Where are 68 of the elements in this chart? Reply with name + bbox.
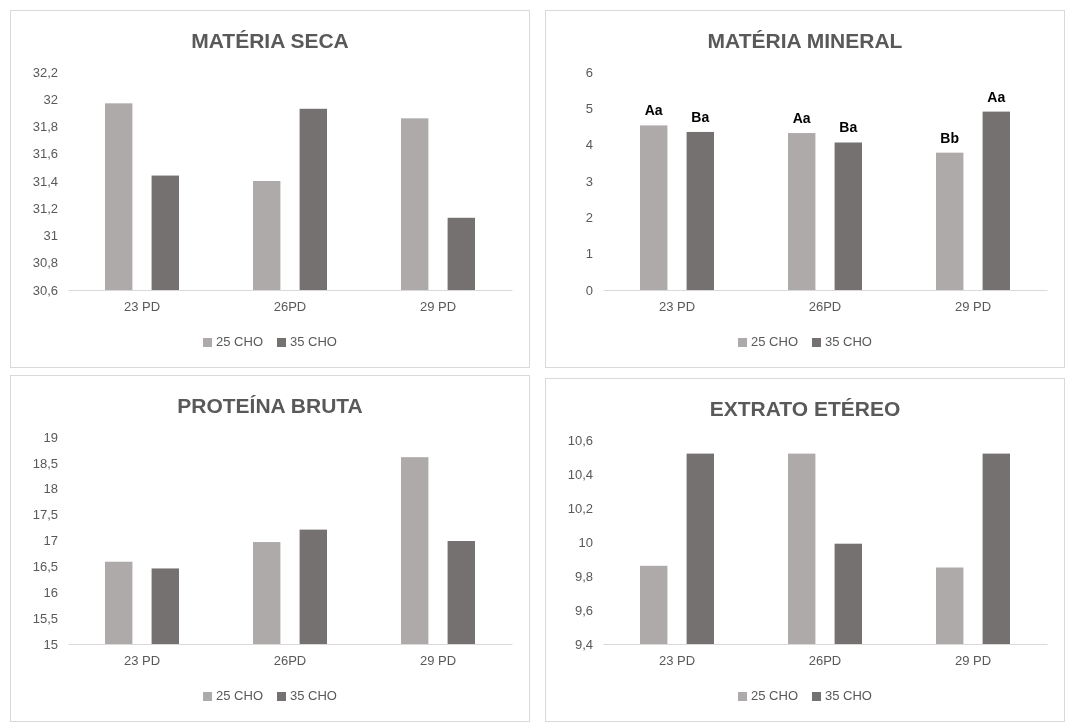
- legend-label: 35 CHO: [290, 688, 337, 703]
- data-label: Aa: [792, 110, 811, 127]
- data-label: Bb: [940, 129, 960, 146]
- y-tick-label: 6: [585, 64, 593, 80]
- y-tick-label: 31: [43, 228, 58, 244]
- y-tick-label: 30,8: [32, 255, 58, 271]
- chart-title: EXTRATO ETÉREO: [709, 397, 901, 420]
- x-tick-label: 26PD: [273, 299, 307, 315]
- y-tick-label: 9,4: [574, 636, 593, 652]
- y-tick-label: 18: [43, 481, 58, 497]
- chart-title: MATÉRIA SECA: [191, 29, 349, 52]
- y-tick-label: 32: [43, 91, 58, 107]
- data-label: Ba: [839, 119, 858, 136]
- y-tick-label: 9,6: [574, 602, 593, 618]
- y-tick-label: 10,2: [567, 500, 593, 516]
- y-tick-label: 1: [585, 246, 593, 262]
- y-tick-label: 10,6: [567, 432, 593, 448]
- x-tick-label: 29 PD: [954, 299, 992, 315]
- legend-label: 35 CHO: [290, 334, 337, 349]
- y-tick-label: 10,4: [567, 466, 593, 482]
- y-tick-label: 17,5: [32, 507, 58, 523]
- y-tick-label: 2: [585, 209, 593, 225]
- x-tick-label: 26PD: [808, 653, 842, 669]
- data-label: Aa: [987, 88, 1006, 105]
- y-tick-label: 16,5: [32, 559, 58, 575]
- y-tick-label: 18,5: [32, 455, 58, 471]
- y-tick-label: 31,4: [32, 173, 58, 189]
- y-tick-label: 31,6: [32, 146, 58, 162]
- y-tick-label: 5: [585, 100, 593, 116]
- bar: [834, 142, 862, 290]
- y-tick-label: 15: [43, 636, 58, 652]
- y-tick-label: 30,6: [32, 282, 58, 298]
- y-tick-label: 17: [43, 533, 58, 549]
- legend-label: 25 CHO: [216, 688, 263, 703]
- x-tick-label: 23 PD: [658, 653, 696, 669]
- bar: [640, 125, 668, 290]
- y-tick-label: 15,5: [32, 610, 58, 626]
- x-tick-label: 26PD: [273, 653, 307, 669]
- bar: [936, 152, 964, 290]
- y-tick-label: 31,2: [32, 200, 58, 216]
- data-label: Ba: [691, 108, 710, 125]
- y-tick-label: 19: [43, 429, 58, 445]
- x-tick-label: 23 PD: [658, 299, 696, 315]
- y-tick-label: 10: [578, 534, 593, 550]
- y-tick-label: 9,8: [574, 568, 593, 584]
- bar: [686, 131, 714, 290]
- legend-label: 25 CHO: [751, 334, 798, 349]
- x-tick-label: 26PD: [808, 299, 842, 315]
- legend-label: 25 CHO: [216, 334, 263, 349]
- x-tick-label: 23 PD: [123, 299, 161, 315]
- y-tick-label: 4: [585, 137, 593, 153]
- y-tick-label: 31,8: [32, 119, 58, 135]
- x-tick-label: 29 PD: [419, 299, 457, 315]
- x-tick-label: 29 PD: [419, 653, 457, 669]
- bar: [982, 111, 1010, 290]
- y-tick-label: 0: [585, 282, 593, 298]
- y-tick-label: 3: [585, 173, 593, 189]
- x-tick-label: 29 PD: [954, 653, 992, 669]
- y-tick-label: 32,2: [32, 64, 58, 80]
- legend-label: 35 CHO: [825, 688, 872, 703]
- legend-label: 25 CHO: [751, 688, 798, 703]
- chart-title: PROTEÍNA BRUTA: [177, 394, 363, 417]
- y-tick-label: 16: [43, 584, 58, 600]
- bar: [788, 133, 816, 290]
- chart-title: MATÉRIA MINERAL: [707, 29, 903, 52]
- data-label: Aa: [644, 102, 663, 119]
- legend-label: 35 CHO: [825, 334, 872, 349]
- x-tick-label: 23 PD: [123, 653, 161, 669]
